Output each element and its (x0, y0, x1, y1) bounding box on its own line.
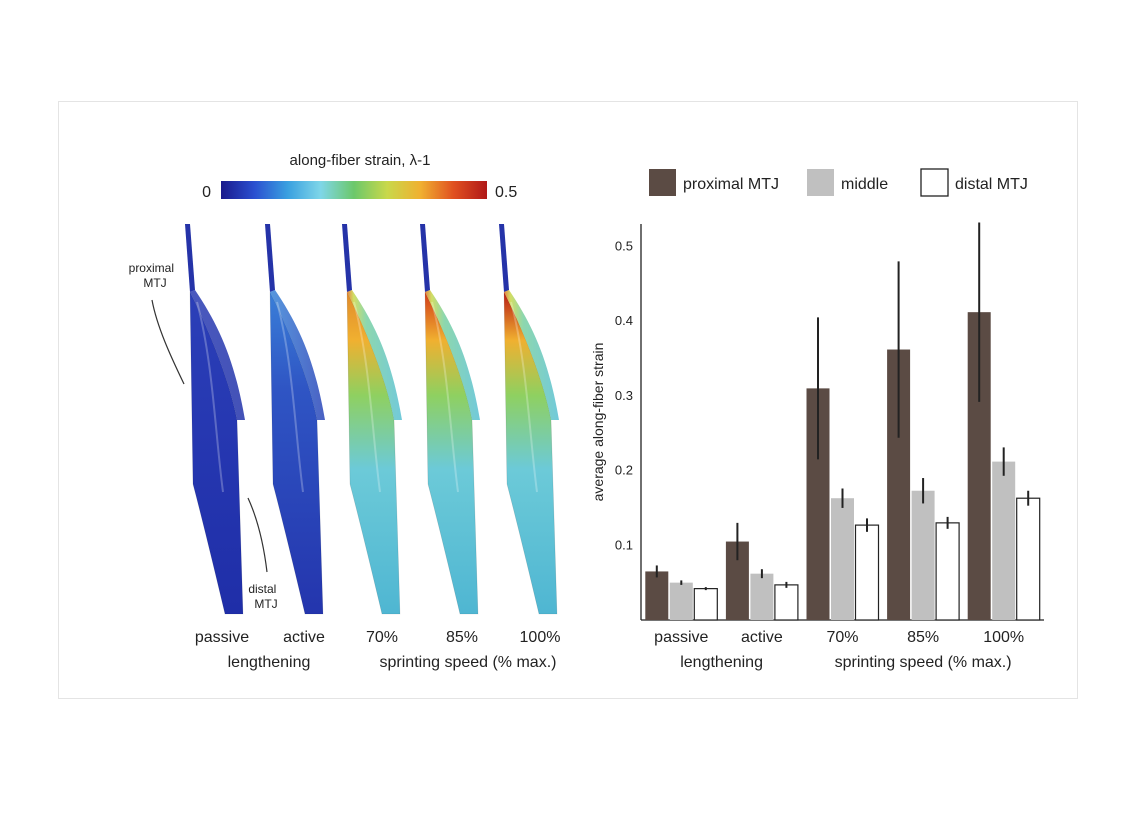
colorbar-title: along-fiber strain, λ-1 (290, 152, 431, 169)
bar-distal-mtj-100 (1016, 497, 1041, 621)
model-label-70: 70% (366, 629, 398, 646)
proximal-leader-line (151, 299, 185, 385)
muscle-model-passive (185, 224, 245, 615)
muscle-front-face (269, 291, 324, 615)
distal-annotation-line2: MTJ (254, 597, 277, 611)
x-tick-label: passive (654, 629, 708, 646)
proximal-mtj-annotation: proximal MTJ (129, 261, 178, 290)
legend-label-distal-mtj: distal MTJ (955, 176, 1028, 193)
muscle-ridge (276, 301, 304, 493)
chart-legend: proximal MTJ middle distal MTJ (649, 168, 1028, 197)
bar-middle-100 (992, 461, 1016, 620)
muscle-ridge (353, 301, 381, 493)
y-tick-label: 0.2 (615, 463, 633, 478)
legend-swatch-proximal-mtj (649, 169, 676, 196)
muscle-front-face (503, 291, 558, 615)
colorbar-min-label: 0 (202, 184, 211, 201)
model-label-active: active (283, 629, 325, 646)
colorbar-max-label: 0.5 (495, 184, 517, 201)
bar-distal-mtj-passive (693, 588, 718, 621)
legend-label-middle: middle (841, 176, 888, 193)
muscle-ridge (431, 301, 459, 493)
model-label-passive: passive (195, 629, 249, 646)
bar-distal-mtj-70 (854, 524, 880, 621)
legend-swatch-distal-mtj (920, 168, 949, 197)
muscle-model-active (265, 224, 325, 615)
y-tick-label: 0.5 (615, 238, 633, 253)
legend-swatch-middle (807, 169, 834, 196)
bar-distal-mtj-85 (935, 522, 960, 621)
muscle-side-face (347, 290, 402, 420)
bar-middle-85 (911, 490, 935, 620)
figure: along-fiber strain, λ-1 0 0.5 proximal M… (58, 101, 1078, 699)
proximal-annotation-line1: proximal (129, 261, 174, 275)
muscle-ridge (510, 301, 538, 493)
muscle-side-face (270, 290, 325, 420)
bar-middle-70 (831, 498, 854, 620)
tendon (420, 224, 430, 292)
legend-label-proximal-mtj: proximal MTJ (683, 176, 779, 193)
x-tick-label: 85% (907, 629, 939, 646)
distal-annotation-line1: distal (248, 582, 276, 596)
bar-proximal-mtj-100 (967, 312, 991, 620)
bar-middle-active (750, 573, 774, 620)
x-group-label-sprinting: sprinting speed (% max.) (835, 654, 1012, 671)
distal-mtj-annotation: distal MTJ (248, 582, 279, 611)
x-tick-label: 70% (826, 629, 858, 646)
y-tick-label: 0.4 (615, 313, 633, 328)
distal-leader-line (247, 497, 268, 573)
muscle-model-70 (342, 224, 402, 615)
muscle-side-face (425, 290, 480, 420)
tendon (342, 224, 352, 292)
y-tick-label: 0.3 (615, 388, 633, 403)
x-tick-label: active (741, 629, 783, 646)
muscle-front-face (346, 291, 401, 615)
bar-proximal-mtj-passive (645, 571, 669, 620)
muscle-ridge (196, 301, 224, 493)
muscle-model-100 (499, 224, 559, 615)
model-group-label-sprinting: sprinting speed (% max.) (380, 654, 557, 671)
plot-area: 0.1 0.2 0.3 0.4 0.5 average along-fiber strai… (590, 222, 1044, 671)
y-tick-label: 0.1 (615, 537, 633, 552)
proximal-annotation-line2: MTJ (143, 276, 166, 290)
bar-chart: proximal MTJ middle distal MTJ 0.10.20.30.… (590, 168, 1044, 671)
tendon (265, 224, 275, 292)
tendon (185, 224, 195, 292)
bar-distal-mtj-active (774, 584, 799, 621)
muscle-side-face (190, 290, 245, 420)
bar-proximal-mtj-active (725, 541, 749, 620)
model-label-100: 100% (520, 629, 561, 646)
muscle-front-face (424, 291, 479, 615)
x-tick-label: 100% (983, 629, 1024, 646)
model-label-85: 85% (446, 629, 478, 646)
colorbar (221, 181, 487, 199)
y-axis-label: average along-fiber strain (590, 343, 606, 502)
tendon (499, 224, 509, 292)
muscle-side-face (504, 290, 559, 420)
muscle-front-face (189, 291, 244, 615)
bar-proximal-mtj-70 (806, 388, 830, 620)
model-group-label-lengthening: lengthening (228, 654, 311, 671)
muscle-model-85 (420, 224, 480, 615)
bar-middle-passive (669, 582, 693, 620)
x-group-label-lengthening: lengthening (680, 654, 763, 671)
bar-proximal-mtj-85 (887, 349, 911, 620)
muscle-model-panel: along-fiber strain, λ-1 0 0.5 proximal M… (129, 152, 561, 671)
